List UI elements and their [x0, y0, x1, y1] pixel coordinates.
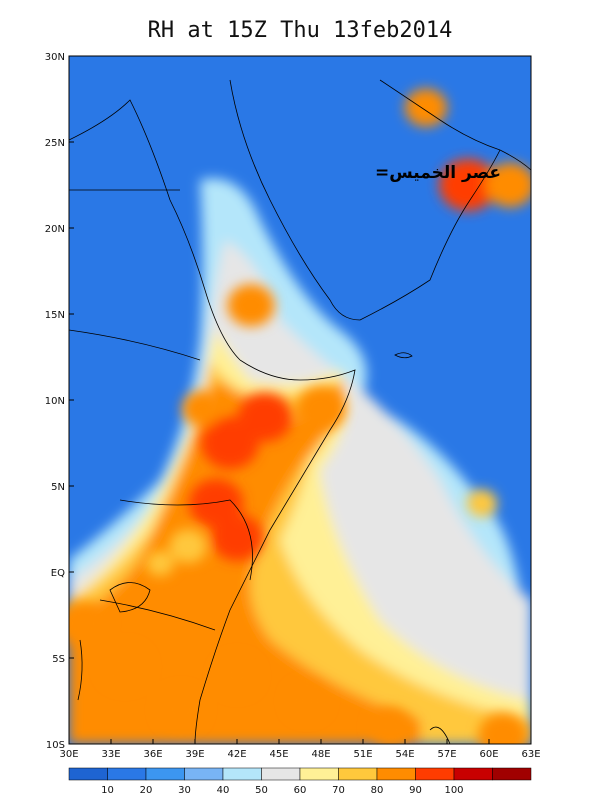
- colorbar-label: 10: [101, 785, 114, 796]
- humid-region-2: [211, 514, 263, 561]
- band-85: [69, 380, 420, 744]
- humid-region-10: [215, 656, 259, 695]
- colorbar-swatch: [492, 767, 532, 781]
- y-axis-ticks: 30N 25N 20N 15N 10N 5N EQ 5S 10S: [45, 52, 74, 751]
- colorbar-swatch: [145, 767, 185, 781]
- humid-region-18: [466, 489, 498, 517]
- colorbar-label: 50: [255, 785, 268, 796]
- humid-region-17: [404, 88, 448, 127]
- colorbar-swatch: [376, 767, 416, 781]
- colorbar-label: 100: [444, 785, 463, 796]
- colorbar-label: 40: [217, 785, 230, 796]
- y-tick-label: 5N: [51, 482, 65, 493]
- madagascar-north: [429, 726, 451, 745]
- humid-region-5: [182, 390, 222, 427]
- x-tick-label: 60E: [479, 749, 498, 760]
- colorbar-swatch: [107, 767, 147, 781]
- coastline-egypt-sudan: [68, 99, 241, 361]
- x-tick-label: 30E: [59, 749, 78, 760]
- y-tick-label: 5S: [52, 654, 65, 665]
- humid-region-11: [287, 683, 327, 719]
- humid-region-6: [169, 529, 207, 564]
- x-tick-label: 57E: [437, 749, 456, 760]
- colorbar-label: 80: [371, 785, 384, 796]
- humid-region-3: [237, 392, 293, 442]
- colorbar-label: 70: [332, 785, 345, 796]
- colorbar-label: 90: [409, 785, 422, 796]
- map-annotation: عصر الخميس=: [375, 163, 501, 183]
- colorbar-swatch: [222, 767, 262, 781]
- x-tick-label: 48E: [311, 749, 330, 760]
- colorbar-swatch: [184, 767, 224, 781]
- border-tanzania: [99, 599, 216, 631]
- humid-region-14: [227, 284, 275, 327]
- humid-region-12: [369, 707, 413, 744]
- y-tick-label: 25N: [45, 138, 65, 149]
- hotspots: [69, 88, 531, 744]
- humid-region-19: [146, 550, 174, 577]
- lake-tanganyika: [77, 639, 83, 701]
- border-kenya: [119, 499, 253, 581]
- map-field: [69, 56, 531, 744]
- x-tick-label: 51E: [353, 749, 372, 760]
- colorbar-swatch: [338, 767, 378, 781]
- geography-lines: [68, 79, 532, 745]
- y-tick-label: 10S: [46, 740, 65, 751]
- humid-region-4: [296, 386, 346, 431]
- humid-region-13: [478, 713, 528, 744]
- humid-region-15: [439, 158, 497, 212]
- colorbar-label: 20: [140, 785, 153, 796]
- moisture-bands: [69, 178, 531, 744]
- persian-gulf-coast: [379, 79, 532, 171]
- y-tick-label: 30N: [45, 52, 65, 63]
- colorbar-swatch: [261, 767, 301, 781]
- colorbar-label: 60: [294, 785, 307, 796]
- colorbar-swatch: [415, 767, 455, 781]
- x-tick-label: 42E: [227, 749, 246, 760]
- colorbar-label: 30: [178, 785, 191, 796]
- x-axis-ticks: 30E 33E 36E 39E 42E 45E 48E 51E 54E 57E 60E 63E: [59, 739, 541, 760]
- humid-region-16: [485, 162, 531, 208]
- border-sudan-ethiopia: [68, 329, 201, 361]
- chart-title: RH at 15Z Thu 13feb2014: [147, 18, 453, 43]
- colorbar: 10 20 30 40 50 60 70 80 90 100: [68, 767, 532, 796]
- y-tick-label: 15N: [45, 310, 65, 321]
- colorbar-swatch: [68, 767, 108, 781]
- humid-region-7: [69, 601, 108, 646]
- lake-victoria: [109, 582, 151, 613]
- colorbar-swatch: [453, 767, 493, 781]
- humid-region-8: [101, 645, 149, 688]
- coastline-arabia: [229, 79, 501, 321]
- y-tick-label: 10N: [45, 396, 65, 407]
- x-tick-label: 54E: [395, 749, 414, 760]
- x-tick-label: 36E: [143, 749, 162, 760]
- x-tick-label: 33E: [101, 749, 120, 760]
- x-tick-label: 45E: [269, 749, 288, 760]
- y-tick-label: 20N: [45, 224, 65, 235]
- socotra-island: [394, 352, 413, 359]
- colorbar-swatch: [299, 767, 339, 781]
- coastline-horn: [194, 359, 356, 745]
- x-tick-label: 63E: [521, 749, 540, 760]
- x-tick-label: 39E: [185, 749, 204, 760]
- humid-region-9: [158, 688, 204, 731]
- y-tick-label: EQ: [51, 568, 65, 579]
